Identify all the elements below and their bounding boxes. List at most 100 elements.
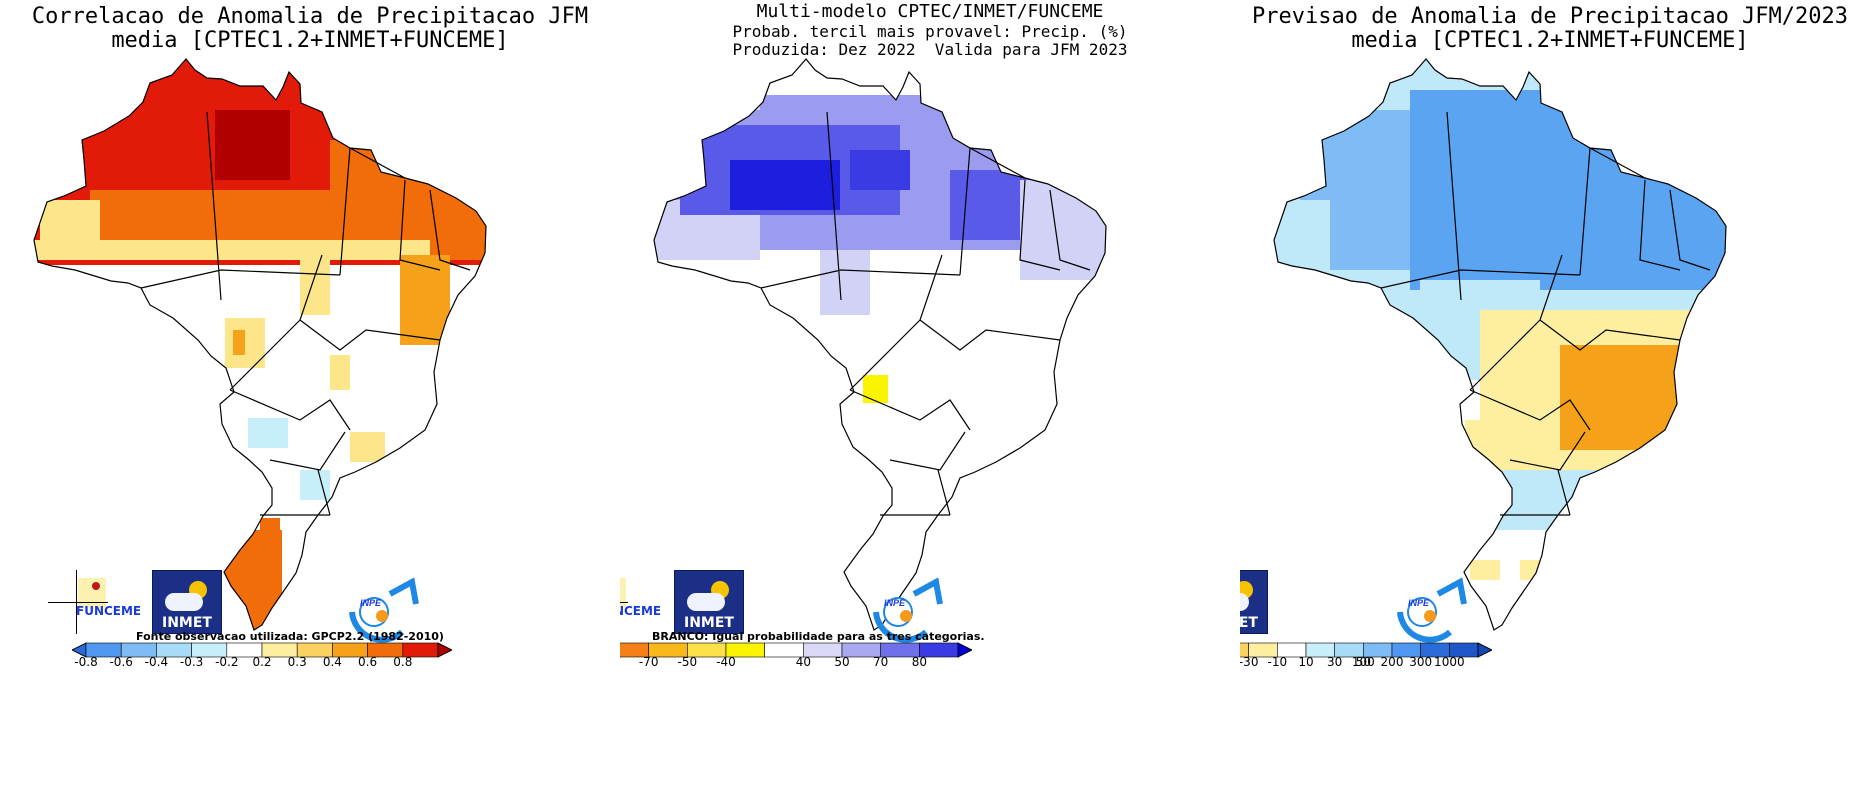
terc-max-fill-2 (850, 150, 910, 190)
colorbar-tick-label: 50 (1355, 655, 1371, 669)
inpe-label: INPE (360, 598, 382, 608)
inpe-label: INPE (1408, 598, 1430, 608)
inpe-logo: INPE (866, 572, 952, 646)
anom-se-orange (1560, 345, 1695, 450)
colorbar-tick-label: -0.4 (144, 655, 169, 669)
sun-icon (92, 582, 100, 590)
inmet-label: INMET (162, 615, 212, 631)
colorbar-tick-label: 30 (1327, 655, 1343, 669)
terc-yellow-patch (863, 375, 888, 403)
colorbar-tick-label: -70 (638, 655, 659, 669)
funceme-label: FUNCEME (76, 604, 142, 618)
colorbar-tick-label: 300 (1409, 655, 1433, 669)
colorbar-tick-label: 0.8 (393, 655, 413, 669)
anomaly-colorbar (1240, 642, 1492, 658)
terc-center-mid (755, 330, 770, 375)
anomaly-map (1273, 58, 1727, 631)
colorbar-tick-label: 200 (1380, 655, 1404, 669)
inmet-label: INMET (1240, 615, 1258, 631)
cloud-icon (1240, 593, 1249, 611)
tercile-map (620, 58, 1107, 631)
colorbar-tick-label: 50 (834, 655, 850, 669)
source-note: BRANCO: Igual probabilidade para as tres… (652, 630, 985, 643)
terc-mid-light (820, 250, 870, 315)
inmet-logo: INMET (674, 570, 744, 634)
colorbar-tick-label: -0.3 (179, 655, 204, 669)
funceme-logo: FUNCEME (48, 570, 142, 650)
panel-title-line2: media [CPTEC1.2+INMET+FUNCEME] (111, 28, 509, 53)
colorbar-tick-label: 0.2 (252, 655, 272, 669)
cloud-icon (165, 593, 203, 611)
colorbar-tick-label: -30 (1240, 655, 1259, 669)
colorbar-tick-label: 10 (1298, 655, 1314, 669)
colorbar-tick-label: -0.8 (74, 655, 98, 669)
inmet-logo: INMET (152, 570, 222, 634)
anom-west-light (1274, 200, 1330, 270)
inpe-label: INPE (884, 598, 906, 608)
inpe-arrow-icon (873, 577, 943, 643)
corr-yellow-se (350, 432, 385, 462)
corr-east-orange (400, 255, 450, 345)
panel-title-line1: Previsao de Anomalia de Precipitacao JFM… (1251, 4, 1849, 29)
inmet-label: INMET (684, 615, 734, 631)
colorbar-right-arrow (957, 642, 972, 658)
corr-blue-patch-2 (300, 470, 330, 500)
corr-yellow-band (34, 240, 430, 260)
tercile-colorbar (620, 642, 972, 658)
colorbar-ticks: -1000-300-200-100-50-30-1010305010020030… (1240, 655, 1860, 673)
corr-south-orange (222, 530, 282, 630)
funceme-logo: FUNCEME (620, 570, 662, 650)
corr-center-orange (233, 330, 245, 355)
inpe-logo: INPE (342, 572, 428, 646)
panel-title-line2: Probab. tercil mais provavel: Precip. (%… (732, 22, 1128, 41)
corr-west-yellow (40, 200, 100, 260)
inmet-logo: INMET (1240, 570, 1268, 634)
tercile-panel: Multi-modelo CPTEC/INMET/FUNCEME Probab.… (620, 0, 1240, 802)
colorbar-tick-label: 1000 (1434, 655, 1465, 669)
cloud-icon (687, 593, 725, 611)
corr-yellow-small (330, 355, 350, 390)
colorbar-tick-label: 0.3 (287, 655, 307, 669)
terc-north-light (680, 70, 760, 110)
colorbar-tick-label: 100 (1351, 655, 1375, 669)
panel-title-line3: Produzida: Dez 2022 Valida para JFM 2023 (732, 40, 1128, 59)
funceme-label: FUNCEME (620, 604, 662, 618)
corr-south-orange-2 (260, 518, 280, 533)
anom-south-yellow (1470, 560, 1500, 580)
colorbar-tick-label: 80 (911, 655, 927, 669)
anomaly-panel: Previsao de Anomalia de Precipitacao JFM… (1240, 0, 1860, 802)
terc-west-strong (620, 230, 650, 270)
anom-south-yellow-2 (1520, 560, 1550, 580)
colorbar-tick-label: 0.4 (322, 655, 342, 669)
panel-title-line1: Multi-modelo CPTEC/INMET/FUNCEME (756, 1, 1104, 22)
corr-max-area (215, 110, 290, 180)
correlation-panel: Correlacao de Anomalia de Precipitacao J… (0, 0, 620, 802)
terc-center-light (740, 318, 780, 383)
colorbar-right-arrow (437, 642, 452, 658)
terc-east-fill (1020, 180, 1106, 280)
inpe-logo: INPE (1390, 572, 1476, 646)
colorbar-tick-label: -10 (1267, 655, 1288, 669)
terc-max-fill (730, 160, 840, 210)
corr-blue-patch (248, 418, 288, 448)
colorbar-tick-label: -40 (716, 655, 736, 669)
panel-title-line2: media [CPTEC1.2+INMET+FUNCEME] (1351, 28, 1749, 53)
source-note: Fonte observacao utilizada: GPCP2.2 (198… (136, 630, 444, 643)
colorbar-tick-label: 70 (873, 655, 889, 669)
colorbar-tick-label: -0.2 (215, 655, 239, 669)
terc-yellow-south-3 (805, 576, 820, 590)
colorbar-tick-label: -50 (677, 655, 698, 669)
colorbar-ticks: -0.8 -0.6 -0.4 -0.3 -0.2 0.2 0.3 0.4 0.6 0.8 (0, 655, 620, 673)
terc-yellow-south (750, 565, 775, 585)
terc-yellow-south-2 (790, 518, 805, 530)
inpe-arrow-icon (1397, 577, 1467, 643)
panel-title-line1: Correlacao de Anomalia de Precipitacao J… (31, 4, 589, 29)
colorbar-tick-label: -0.6 (109, 655, 133, 669)
correlation-map (33, 58, 487, 631)
colorbar-tick-label: 0.6 (358, 655, 378, 669)
correlation-colorbar (72, 642, 452, 658)
colorbar-right-arrow (1477, 642, 1492, 658)
colorbar-tick-label: 40 (795, 655, 811, 669)
inpe-arrow-icon (349, 577, 419, 643)
